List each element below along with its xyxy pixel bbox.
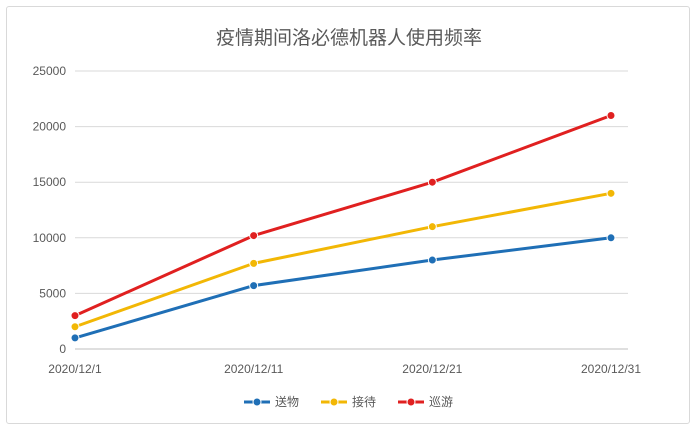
data-point [427,222,437,232]
data-point [249,281,259,291]
chart-frame [6,6,690,424]
y-axis-ticks: 0 5000 10000 15000 20000 25000 [33,64,67,356]
x-tick-label: 2020/12/31 [581,362,641,376]
data-point [70,322,80,332]
y-tick-label: 25000 [33,64,67,78]
legend-marker [252,397,262,407]
data-point [70,333,80,343]
data-point [606,110,616,120]
grid-lines [75,70,628,350]
chart-title: 疫情期间洛必德机器人使用频率 [216,27,482,49]
legend-marker [406,397,416,407]
y-tick-label: 10000 [33,231,67,245]
legend-label: 巡游 [429,395,453,409]
data-point [249,231,259,241]
y-tick-label: 0 [59,342,66,356]
data-point [249,258,259,268]
y-tick-label: 20000 [33,120,67,134]
legend-marker [329,397,339,407]
series-group [70,110,616,343]
data-point [606,233,616,243]
series-line-0 [74,236,612,340]
data-point [606,188,616,198]
x-tick-label: 2020/12/1 [48,362,102,376]
x-tick-label: 2020/12/21 [402,362,462,376]
legend-label: 送物 [275,394,299,409]
x-axis-ticks: 2020/12/1 2020/12/11 2020/12/21 2020/12/31 [48,362,641,376]
x-tick-label: 2020/12/11 [224,362,283,376]
y-tick-label: 15000 [33,175,67,189]
data-point [427,177,437,187]
data-point [427,255,437,265]
series-line-2 [74,114,612,318]
legend: 送物 接待 巡游 [244,394,453,409]
legend-label: 接待 [352,394,376,409]
y-tick-label: 5000 [39,286,66,300]
series-line-1 [74,191,612,329]
data-point [70,311,80,321]
